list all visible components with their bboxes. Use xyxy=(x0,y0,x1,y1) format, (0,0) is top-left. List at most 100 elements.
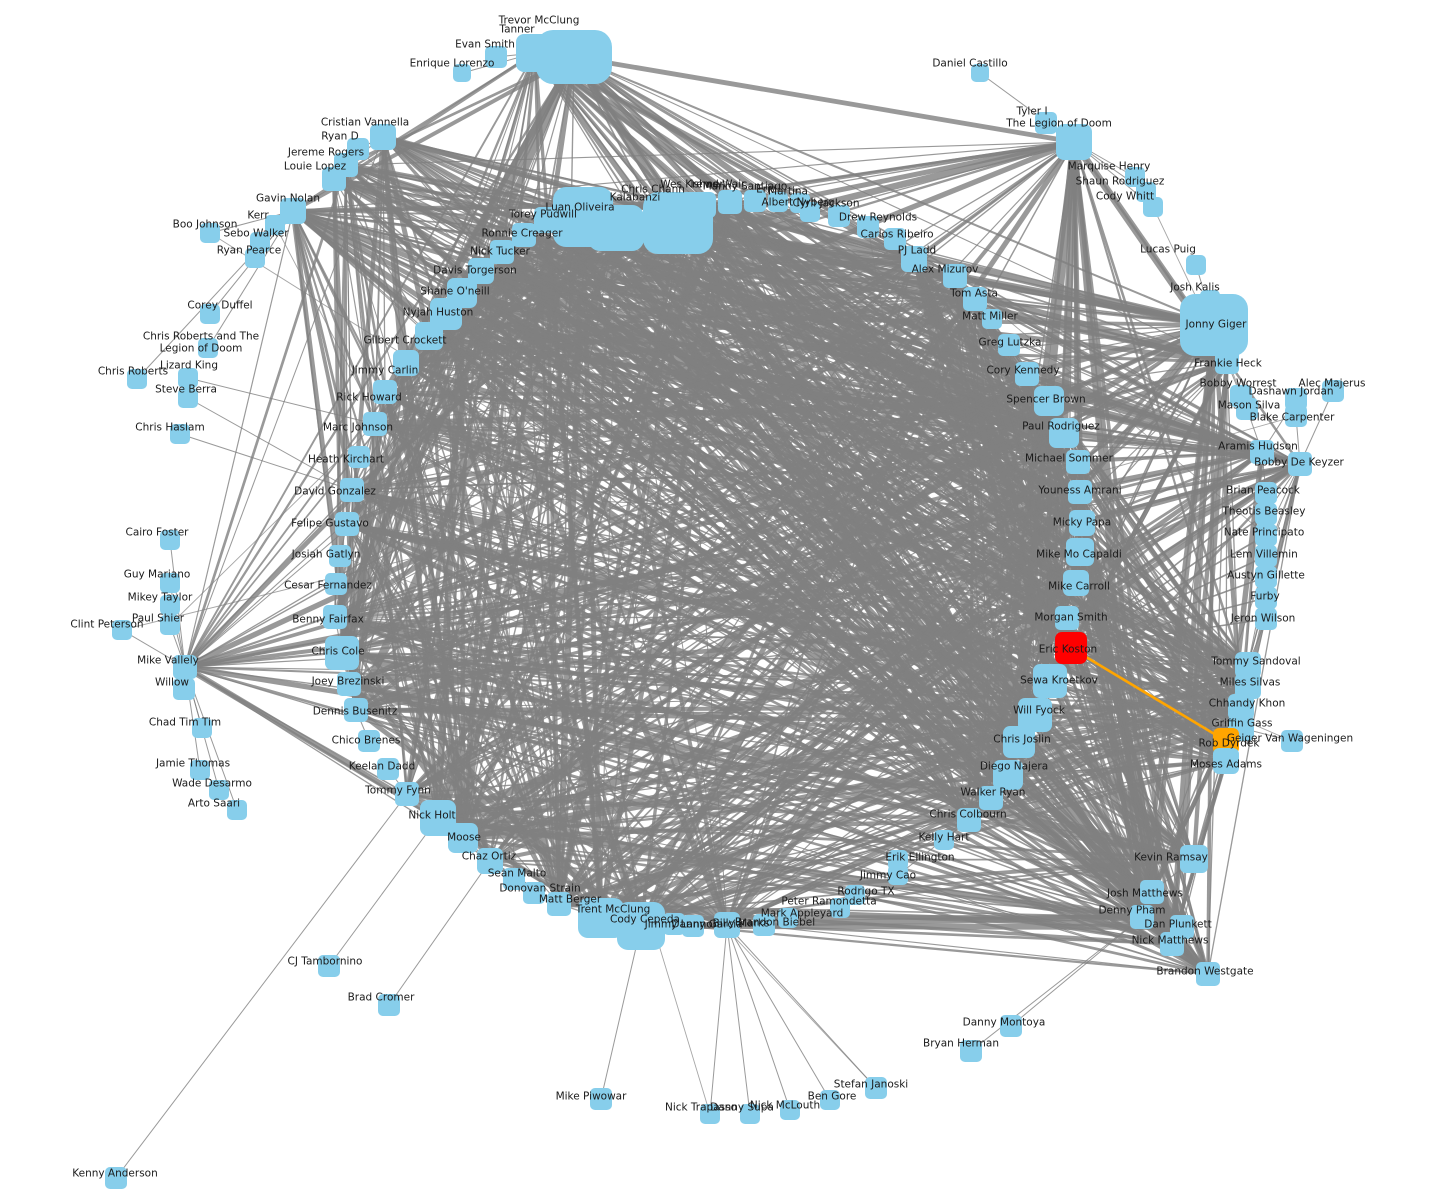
graph-node[interactable] xyxy=(884,228,906,250)
graph-node[interactable] xyxy=(198,338,218,358)
graph-node[interactable] xyxy=(516,34,554,72)
graph-node[interactable] xyxy=(1196,962,1220,986)
graph-node[interactable] xyxy=(250,232,270,252)
graph-node[interactable] xyxy=(1015,362,1039,386)
graph-node[interactable] xyxy=(1236,398,1258,420)
graph-node[interactable] xyxy=(485,46,507,68)
graph-node[interactable] xyxy=(1255,503,1277,525)
graph-node[interactable] xyxy=(1250,440,1274,464)
graph-node[interactable] xyxy=(943,264,967,288)
graph-node[interactable] xyxy=(105,1167,127,1189)
graph-node[interactable] xyxy=(982,309,1002,329)
graph-node[interactable] xyxy=(744,190,766,212)
graph-node[interactable] xyxy=(1160,932,1184,956)
graph-node[interactable] xyxy=(415,322,443,350)
graph-node[interactable] xyxy=(534,207,560,233)
graph-node[interactable] xyxy=(490,240,514,264)
graph-node[interactable] xyxy=(1000,1015,1022,1037)
graph-node[interactable] xyxy=(690,192,716,218)
graph-node[interactable] xyxy=(112,620,132,640)
graph-node[interactable] xyxy=(370,124,396,150)
graph-node[interactable] xyxy=(1130,905,1154,929)
graph-node[interactable] xyxy=(845,885,865,905)
graph-node[interactable] xyxy=(245,248,265,268)
graph-node[interactable] xyxy=(1056,124,1092,160)
graph-node[interactable] xyxy=(780,1100,800,1120)
graph-node[interactable] xyxy=(340,478,364,502)
graph-node[interactable] xyxy=(377,758,399,780)
graph-node[interactable] xyxy=(160,595,180,615)
graph-node[interactable] xyxy=(318,955,340,977)
graph-node[interactable] xyxy=(325,636,359,670)
graph-node[interactable] xyxy=(800,202,820,222)
graph-node[interactable] xyxy=(768,192,788,212)
graph-node[interactable] xyxy=(1215,350,1239,374)
graph-node[interactable] xyxy=(663,913,685,935)
graph-node[interactable] xyxy=(700,1104,720,1124)
graph-node[interactable] xyxy=(335,512,359,536)
graph-node[interactable] xyxy=(998,334,1020,356)
graph-node[interactable] xyxy=(934,830,954,850)
graph-node[interactable] xyxy=(1186,255,1206,275)
graph-node[interactable] xyxy=(160,573,180,593)
graph-node[interactable] xyxy=(373,380,397,404)
graph-node[interactable] xyxy=(1255,566,1277,588)
graph-node[interactable] xyxy=(1255,482,1277,504)
graph-node[interactable] xyxy=(173,678,195,700)
graph-node[interactable] xyxy=(337,672,361,696)
graph-node[interactable] xyxy=(1288,452,1312,476)
graph-node[interactable] xyxy=(358,730,380,752)
graph-node[interactable] xyxy=(1281,730,1303,752)
graph-node[interactable] xyxy=(960,1040,982,1062)
graph-node[interactable] xyxy=(1143,197,1163,217)
graph-node[interactable] xyxy=(714,912,740,938)
graph-node[interactable] xyxy=(329,545,351,567)
graph-node[interactable] xyxy=(1255,524,1277,546)
graph-node[interactable] xyxy=(200,304,220,324)
graph-node[interactable] xyxy=(1213,748,1239,774)
graph-node[interactable] xyxy=(393,350,419,376)
graph-node[interactable] xyxy=(778,908,798,928)
graph-node[interactable] xyxy=(963,287,987,311)
graph-node[interactable] xyxy=(280,198,306,224)
graph-node[interactable] xyxy=(1180,845,1208,873)
graph-node[interactable] xyxy=(325,573,347,595)
graph-node[interactable] xyxy=(1055,632,1087,664)
graph-node[interactable] xyxy=(617,902,665,950)
graph-node[interactable] xyxy=(1066,538,1094,566)
graph-node[interactable] xyxy=(1069,510,1095,536)
graph-node[interactable] xyxy=(888,865,908,885)
graph-node[interactable] xyxy=(323,605,347,629)
graph-node[interactable] xyxy=(901,246,927,272)
graph-node[interactable] xyxy=(1034,386,1064,416)
graph-node[interactable] xyxy=(1055,606,1079,630)
graph-node[interactable] xyxy=(1140,880,1164,904)
graph-node[interactable] xyxy=(857,216,879,238)
graph-node[interactable] xyxy=(160,615,180,635)
graph-node[interactable] xyxy=(753,914,775,936)
graph-node[interactable] xyxy=(395,782,419,806)
graph-node[interactable] xyxy=(1066,450,1090,474)
graph-node[interactable] xyxy=(378,994,400,1016)
graph-node[interactable] xyxy=(173,655,197,679)
graph-node[interactable] xyxy=(209,780,229,800)
graph-node[interactable] xyxy=(160,530,180,550)
graph-node[interactable] xyxy=(1063,570,1089,596)
graph-node[interactable] xyxy=(553,187,613,247)
graph-node[interactable] xyxy=(957,808,981,832)
graph-node[interactable] xyxy=(448,823,478,853)
graph-node[interactable] xyxy=(1035,112,1057,134)
graph-node[interactable] xyxy=(828,205,850,227)
graph-node[interactable] xyxy=(348,446,370,468)
graph-node[interactable] xyxy=(1018,698,1052,732)
graph-node[interactable] xyxy=(865,1077,887,1099)
graph-node[interactable] xyxy=(590,1088,612,1110)
graph-node[interactable] xyxy=(477,848,503,874)
graph-node[interactable] xyxy=(1285,405,1307,427)
graph-node[interactable] xyxy=(200,223,220,243)
graph-node[interactable] xyxy=(170,424,190,444)
graph-node[interactable] xyxy=(1255,545,1277,567)
graph-node[interactable] xyxy=(1068,480,1092,504)
graph-node[interactable] xyxy=(512,223,536,247)
graph-node[interactable] xyxy=(322,167,346,191)
